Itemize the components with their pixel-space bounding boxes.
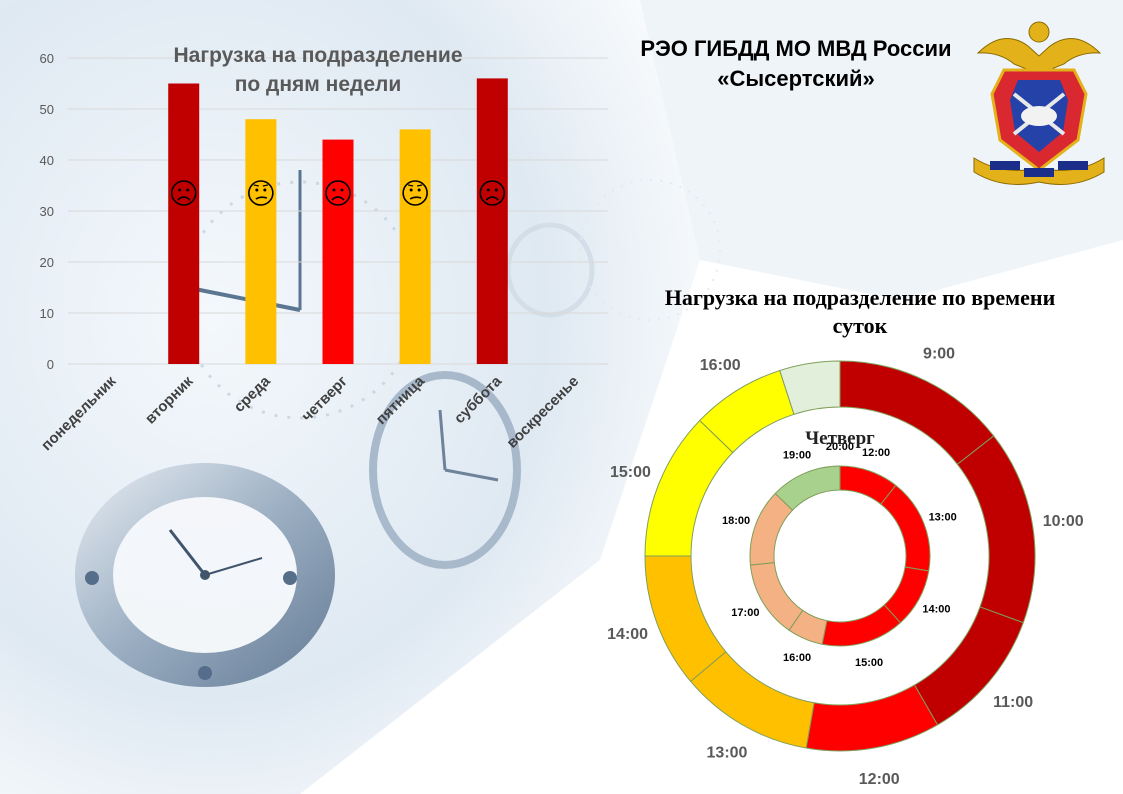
bar (168, 83, 200, 364)
y-tick-label: 50 (40, 102, 54, 117)
outer-ring-label: 13:00 (707, 744, 748, 761)
outer-ring-segment (644, 555, 727, 683)
worried-face-icon (402, 180, 428, 206)
weekday-load-chart: 0 10 20 30 40 50 60 понедельник вторник среда чет… (38, 44, 608, 454)
outer-ring-label: 15:00 (610, 464, 651, 481)
y-tick-label: 40 (40, 153, 54, 168)
bar (476, 78, 508, 365)
police-emblem-icon (973, 21, 1105, 185)
sad-face-icon (479, 180, 506, 206)
inner-ring-segment (774, 465, 841, 511)
bar-chart-title-line2: по дням недели (235, 73, 402, 96)
outer-ring-segment (956, 435, 1036, 624)
inner-ring-segment (749, 562, 804, 631)
inner-ring-label: 17:00 (731, 607, 759, 619)
outer-ring-label: 10:00 (1043, 513, 1084, 530)
inner-ring-label: 20:00 (826, 441, 854, 453)
outer-ring-label: 14:00 (607, 626, 648, 643)
x-tick-label: вторник (142, 372, 197, 427)
sad-face-icon (170, 180, 197, 206)
organization-title-line1: РЭО ГИБДД МО МВД России (640, 36, 952, 61)
worried-face-icon (248, 180, 274, 206)
sad-face-icon (325, 180, 351, 206)
y-tick-label: 20 (40, 255, 54, 270)
x-tick-label: понедельник (38, 372, 120, 454)
bar (399, 129, 431, 364)
inner-ring-label: 14:00 (922, 604, 950, 616)
bar (322, 139, 354, 364)
y-tick-label: 0 (47, 357, 54, 372)
donut-chart-title-line1: Нагрузка на подразделение по времени (664, 285, 1056, 310)
outer-ring-segment (805, 684, 939, 752)
inner-ring-label: 13:00 (929, 511, 957, 523)
donut-chart-title: Нагрузка на подразделение по времени сут… (600, 284, 1120, 340)
outer-ring-label: 17:00 (784, 340, 825, 342)
donut-chart-title-line2: суток (832, 313, 888, 338)
inner-ring-label: 12:00 (862, 447, 890, 459)
organization-title: РЭО ГИБДД МО МВД России «Сысертский» (618, 34, 974, 94)
outer-ring-label: 11:00 (993, 694, 1033, 711)
y-tick-label: 10 (40, 306, 54, 321)
inner-ring-label: 19:00 (783, 450, 811, 462)
x-tick-label: пятница (373, 372, 429, 428)
outer-ring-label: 16:00 (700, 357, 741, 374)
y-tick-label: 30 (40, 204, 54, 219)
organization-title-line2: «Сысертский» (717, 66, 875, 91)
outer-ring-segment (779, 360, 841, 415)
x-tick-label: суббота (451, 372, 506, 427)
outer-ring-label: 9:00 (923, 345, 955, 362)
inner-ring-label: 15:00 (855, 657, 883, 669)
x-tick-label: среда (231, 372, 274, 415)
inner-ring-label: 16:00 (783, 652, 811, 664)
inner-ring-name: Четверг (805, 428, 875, 449)
hourly-load-donut-chart: 9:00 10:00 11:00 12:00 13:00 14:00 15:00 16:00 1… (607, 340, 1084, 788)
inner-ring-segment (821, 604, 902, 647)
x-tick-label: четверг (299, 373, 351, 425)
outer-ring-label: 12:00 (859, 771, 900, 788)
inner-ring-label: 18:00 (722, 515, 750, 527)
y-tick-label: 60 (40, 51, 54, 66)
bar-chart-title-line1: Нагрузка на подразделение (174, 44, 463, 67)
outer-ring-segment (644, 419, 734, 557)
bar (245, 119, 277, 364)
inner-ring-segment (880, 484, 931, 572)
